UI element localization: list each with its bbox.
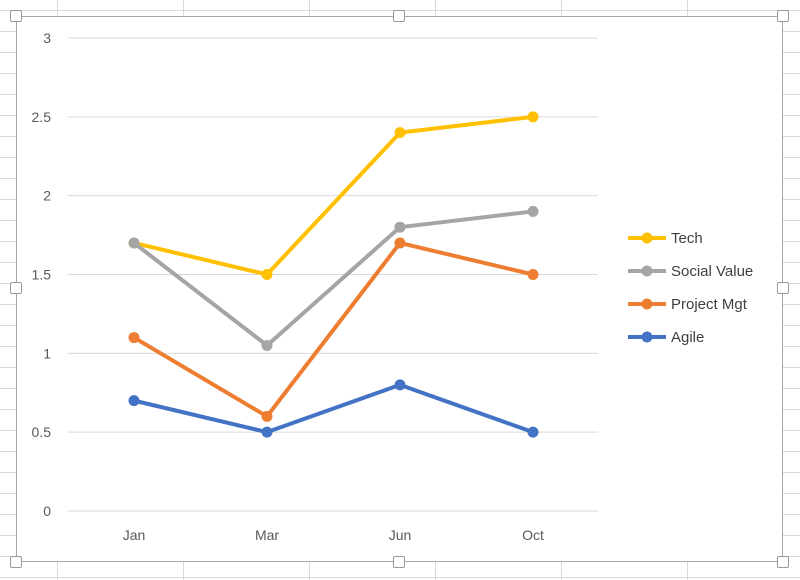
legend-label: Agile [671,329,704,346]
data-point-agile[interactable] [527,426,539,438]
data-point-tech[interactable] [261,269,273,280]
series-line-social-value[interactable] [132,209,535,348]
x-tick-label: Mar [255,527,279,543]
data-point-agile[interactable] [261,426,273,438]
y-tick-label: 2.5 [32,109,52,125]
data-point-social-value[interactable] [527,205,539,217]
data-point-social-value[interactable] [394,221,406,233]
data-point-project-mgt[interactable] [527,269,539,280]
gridlines [68,37,598,512]
data-point-project-mgt[interactable] [394,237,406,249]
y-tick-label: 1.5 [32,267,52,283]
series-line-tech[interactable] [132,114,535,277]
y-tick-label: 2 [43,188,51,204]
series-agile[interactable] [128,379,539,438]
resize-handle-bottom-right[interactable] [777,556,789,568]
data-point-social-value[interactable] [261,339,273,351]
y-axis-ticks: 0 0.5 1 1.5 2 2.5 3 [32,30,52,519]
data-point-social-value[interactable] [128,237,140,249]
resize-handle-middle-left[interactable] [10,282,22,294]
series-tech[interactable] [128,111,539,280]
resize-handle-middle-right[interactable] [777,282,789,294]
y-tick-label: 3 [43,30,51,46]
legend-marker [641,265,653,277]
legend[interactable]: Tech Social Value Project Mgt Agile [628,230,753,346]
x-tick-label: Jan [123,527,146,543]
resize-handle-bottom-center[interactable] [393,556,405,568]
data-point-project-mgt[interactable] [261,410,273,422]
data-point-tech[interactable] [394,127,406,139]
y-tick-label: 0 [43,503,51,519]
data-point-agile[interactable] [128,395,140,407]
resize-handle-top-left[interactable] [10,10,22,22]
legend-label: Project Mgt [671,296,748,313]
series-line-project-mgt[interactable] [132,240,535,419]
x-tick-label: Jun [389,527,412,543]
y-tick-label: 1 [43,345,51,361]
data-point-agile[interactable] [394,379,406,391]
resize-handle-bottom-left[interactable] [10,556,22,568]
legend-label: Tech [671,230,703,247]
series-line-agile[interactable] [132,382,535,435]
legend-item-tech[interactable]: Tech [628,230,703,247]
resize-handle-top-right[interactable] [777,10,789,22]
legend-label: Social Value [671,263,753,280]
legend-item-agile[interactable]: Agile [628,329,704,346]
legend-marker [641,232,653,244]
y-tick-label: 0.5 [32,424,52,440]
x-tick-label: Oct [522,527,544,543]
series-social-value[interactable] [128,205,539,351]
legend-item-social-value[interactable]: Social Value [628,263,753,280]
legend-marker [641,331,653,343]
data-point-project-mgt[interactable] [128,332,140,344]
chart-area[interactable] [16,16,783,562]
resize-handle-top-center[interactable] [393,10,405,22]
series-layer [128,111,539,438]
legend-item-project-mgt[interactable]: Project Mgt [628,296,748,313]
series-project-mgt[interactable] [128,237,539,422]
data-point-tech[interactable] [527,111,539,123]
legend-marker [641,298,653,310]
x-axis-ticks: Jan Mar Jun Oct [123,527,544,543]
